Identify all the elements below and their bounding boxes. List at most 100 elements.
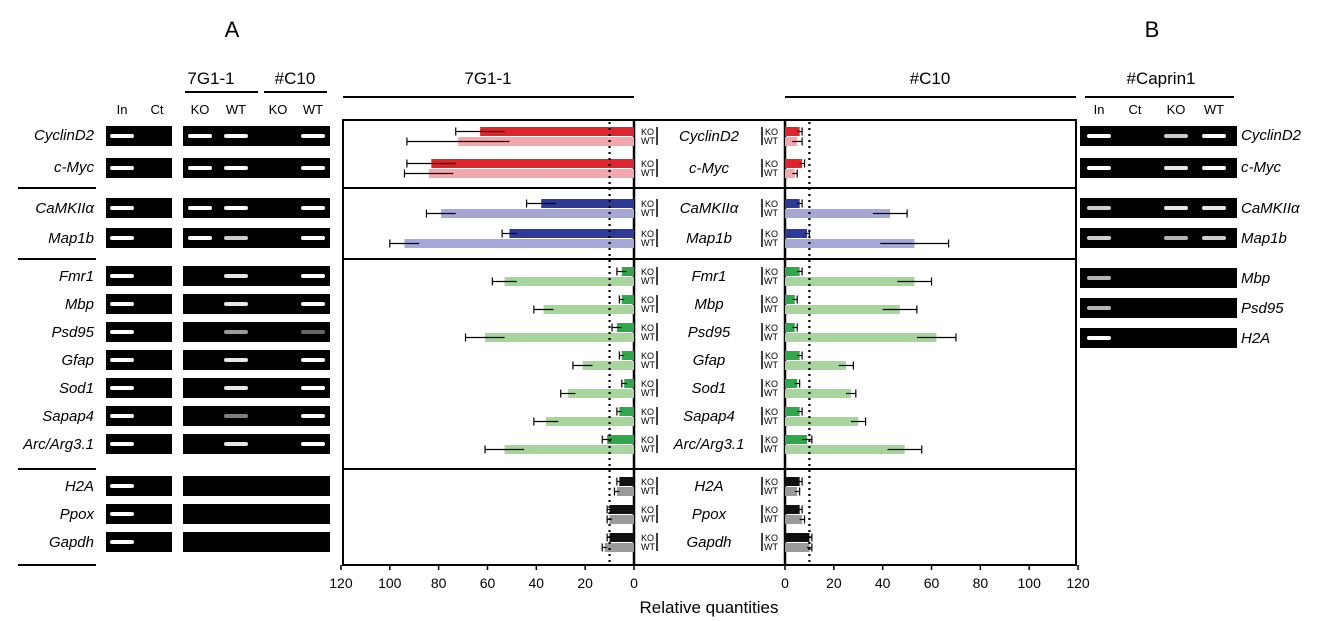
ko-tag: KO bbox=[641, 435, 654, 445]
ko-tag: KO bbox=[641, 407, 654, 417]
gel-b-gene-label: Psd95 bbox=[1241, 300, 1284, 317]
x-tick-label: 40 bbox=[529, 575, 545, 591]
gel-strip bbox=[106, 198, 172, 218]
gene-label: Map1b bbox=[686, 230, 732, 247]
x-tick-label: 60 bbox=[924, 575, 940, 591]
bar-wt-left bbox=[543, 305, 634, 314]
gel-strip bbox=[183, 158, 330, 178]
ko-tag: KO bbox=[641, 323, 654, 333]
gel-band bbox=[188, 134, 212, 138]
panel-label-b: B bbox=[1145, 17, 1160, 42]
bar-ko-left bbox=[621, 267, 634, 276]
gel-band bbox=[188, 206, 212, 210]
gel-band bbox=[301, 386, 325, 390]
bar-wt-right bbox=[785, 277, 915, 286]
gel-band bbox=[224, 134, 248, 138]
gel-strip bbox=[106, 378, 172, 398]
gel-band bbox=[110, 358, 134, 362]
gel-strip bbox=[183, 434, 330, 454]
chart: CyclinD2KOWTKOWTc-MycKOWTKOWTCaMKIIαKOWT… bbox=[329, 119, 1090, 591]
gel-b-strips bbox=[1080, 126, 1237, 348]
gel-band bbox=[110, 302, 134, 306]
gel-band bbox=[301, 206, 325, 210]
bar-ko-right bbox=[785, 159, 803, 168]
gel-a-gene-label: Gapdh bbox=[49, 534, 94, 551]
gel-strip bbox=[183, 406, 330, 426]
gel-a-gene-label: Gfap bbox=[61, 352, 94, 369]
gel-strip bbox=[183, 504, 330, 524]
ko-tag: KO bbox=[765, 295, 778, 305]
wt-tag: WT bbox=[641, 486, 655, 496]
gel-band bbox=[301, 414, 325, 418]
gene-label: Gfap bbox=[693, 352, 726, 369]
bar-wt-right bbox=[785, 305, 900, 314]
bar-ko-right bbox=[785, 323, 795, 332]
gel-band bbox=[301, 442, 325, 446]
gene-label: H2A bbox=[694, 478, 723, 495]
bar-ko-left bbox=[509, 229, 634, 238]
wt-tag: WT bbox=[641, 332, 655, 342]
bar-wt-right bbox=[785, 137, 798, 146]
x-tick-label: 40 bbox=[875, 575, 891, 591]
gel-strip bbox=[106, 406, 172, 426]
x-tick-label: 100 bbox=[1018, 575, 1042, 591]
gel-strip bbox=[183, 198, 330, 218]
bar-ko-left bbox=[431, 159, 634, 168]
gel-a-gene-label: Ppox bbox=[60, 506, 95, 523]
chart-frame bbox=[342, 119, 1077, 566]
bar-ko-right bbox=[785, 127, 800, 136]
bar-wt-right bbox=[785, 239, 915, 248]
gel-band bbox=[1087, 206, 1111, 210]
gel-strip bbox=[1080, 228, 1237, 248]
gel-strip bbox=[106, 126, 172, 146]
bar-ko-right bbox=[785, 477, 800, 486]
gene-label: Fmr1 bbox=[692, 268, 727, 285]
gel-a-gene-label: Mbp bbox=[65, 296, 94, 313]
bar-wt-left bbox=[458, 137, 634, 146]
gel-a-lane-ko-7g1: KO bbox=[191, 102, 210, 117]
bar-ko-right bbox=[785, 533, 810, 542]
x-tick-label: 120 bbox=[329, 575, 353, 591]
bar-ko-left bbox=[609, 533, 634, 542]
bar-wt-left bbox=[568, 389, 634, 398]
gene-label: Psd95 bbox=[688, 324, 731, 341]
bar-ko-left bbox=[541, 199, 634, 208]
gel-band bbox=[224, 442, 248, 446]
panel-label-a: A bbox=[225, 17, 240, 42]
gel-a-group-c10: #C10 bbox=[275, 69, 316, 88]
wt-tag: WT bbox=[641, 542, 655, 552]
ko-tag: KO bbox=[765, 159, 778, 169]
bar-wt-right bbox=[785, 445, 905, 454]
gel-strip bbox=[106, 350, 172, 370]
gel-band bbox=[1164, 206, 1188, 210]
bar-wt-left bbox=[616, 487, 634, 496]
gel-b-gene-label: Mbp bbox=[1241, 270, 1270, 287]
ko-tag: KO bbox=[641, 505, 654, 515]
gene-label: Mbp bbox=[694, 296, 723, 313]
bar-ko-right bbox=[785, 505, 800, 514]
gene-label: Arc/Arg3.1 bbox=[673, 436, 745, 453]
bar-ko-right bbox=[785, 295, 795, 304]
gene-label: CyclinD2 bbox=[679, 128, 740, 145]
bar-ko-right bbox=[785, 407, 800, 416]
wt-tag: WT bbox=[641, 168, 655, 178]
gel-strip bbox=[106, 434, 172, 454]
gel-strip bbox=[106, 158, 172, 178]
ko-tag: KO bbox=[641, 159, 654, 169]
gel-band bbox=[301, 330, 325, 334]
gel-band bbox=[1087, 134, 1111, 138]
gel-band bbox=[110, 236, 134, 240]
bar-wt-left bbox=[441, 209, 634, 218]
gel-a-group-7g1: 7G1-1 bbox=[187, 69, 234, 88]
gel-band bbox=[110, 512, 134, 516]
gel-strip bbox=[1080, 328, 1237, 348]
wt-tag: WT bbox=[641, 208, 655, 218]
bar-wt-left bbox=[609, 515, 634, 524]
wt-tag: WT bbox=[764, 238, 778, 248]
gel-band bbox=[224, 206, 248, 210]
gel-b-gene-label: H2A bbox=[1241, 330, 1270, 347]
gel-a-gene-label: Arc/Arg3.1 bbox=[22, 436, 94, 453]
gel-a-gene-label: Fmr1 bbox=[59, 268, 94, 285]
gene-label: Sapap4 bbox=[683, 408, 735, 425]
